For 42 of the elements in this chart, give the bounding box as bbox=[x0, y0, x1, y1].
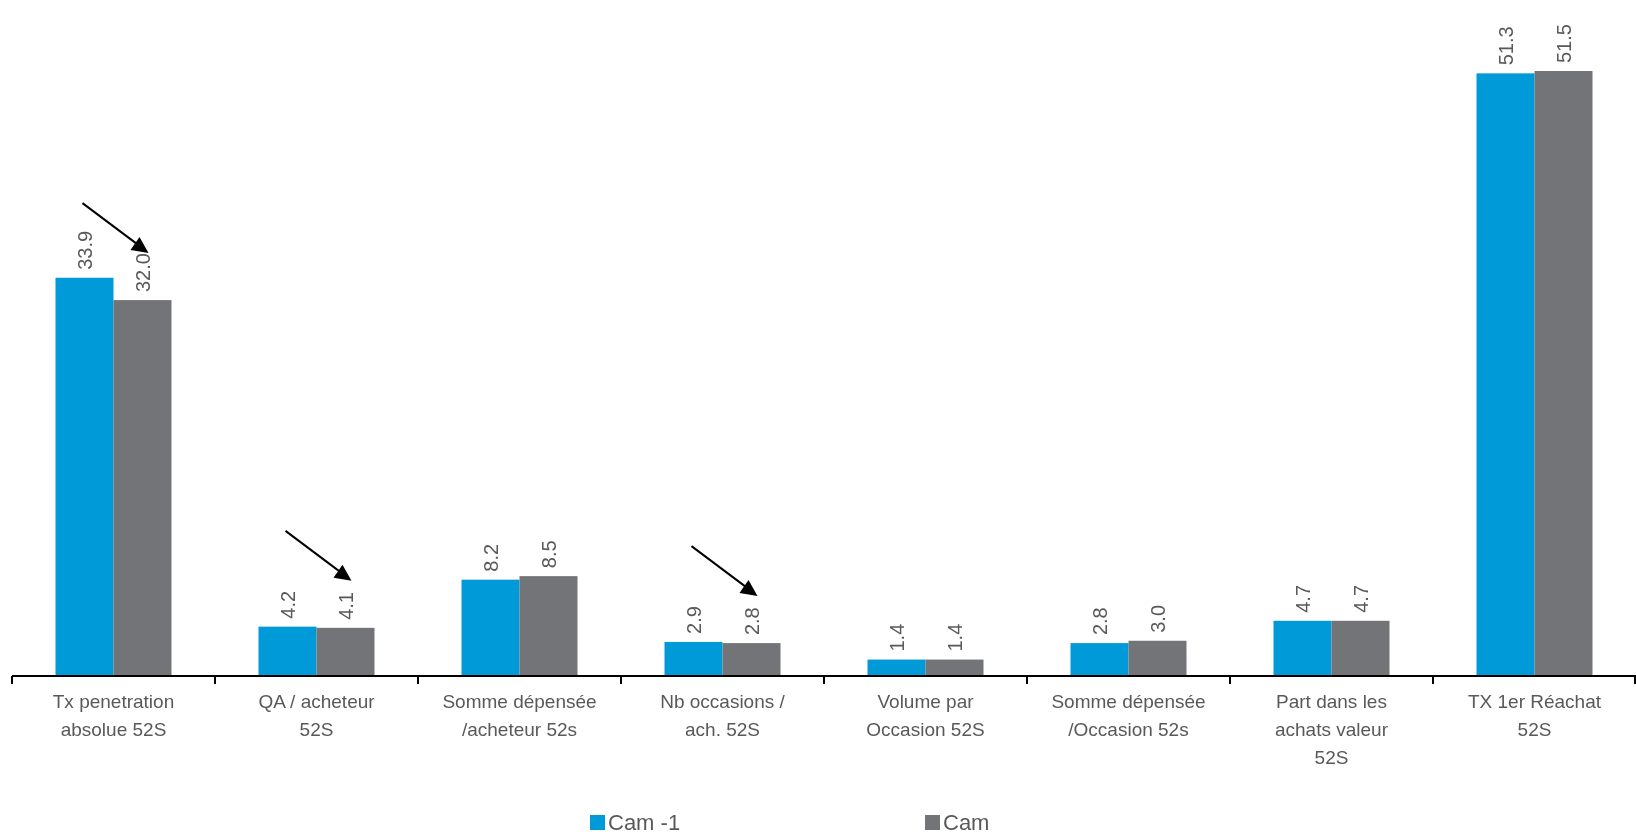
bar bbox=[113, 300, 172, 676]
data-label: 33.9 bbox=[73, 230, 96, 270]
data-label: 1.4 bbox=[885, 623, 908, 652]
bar bbox=[519, 576, 578, 676]
data-label: 3.0 bbox=[1146, 604, 1169, 633]
bar bbox=[1070, 643, 1129, 676]
bar bbox=[722, 643, 781, 676]
data-label: 8.5 bbox=[537, 540, 560, 569]
x-tick-label: Somme dépensée /acheteur 52s bbox=[442, 691, 597, 740]
x-tick-label: Part dans les achats valeur 52S bbox=[1274, 691, 1389, 768]
x-tick-label: Nb occasions / ach. 52S bbox=[660, 691, 786, 740]
x-tick-label: Tx penetration absolue 52S bbox=[52, 691, 175, 740]
bar bbox=[1273, 620, 1332, 676]
data-label: 2.8 bbox=[1088, 607, 1111, 636]
bar bbox=[867, 659, 926, 676]
bar bbox=[1534, 71, 1593, 676]
data-label: 4.1 bbox=[334, 592, 357, 620]
data-label: 4.7 bbox=[1291, 584, 1314, 613]
bar bbox=[1476, 73, 1535, 676]
legend-label: Cam bbox=[943, 810, 990, 834]
bar bbox=[55, 277, 114, 676]
data-label: 8.2 bbox=[479, 543, 502, 572]
x-tick-label: QA / acheteur 52S bbox=[258, 691, 376, 740]
bar bbox=[1128, 640, 1187, 676]
data-label: 2.9 bbox=[682, 606, 705, 634]
data-label: 32.0 bbox=[131, 253, 154, 293]
bar bbox=[461, 579, 520, 676]
data-label: 51.3 bbox=[1494, 26, 1517, 66]
data-label: 4.7 bbox=[1349, 584, 1372, 613]
bar bbox=[258, 626, 317, 676]
bar bbox=[316, 627, 375, 676]
x-tick-label: Volume par Occasion 52S bbox=[866, 691, 985, 740]
data-label: 1.4 bbox=[943, 623, 966, 652]
bar bbox=[925, 659, 984, 676]
data-label: 2.8 bbox=[740, 607, 763, 636]
x-tick-label: Somme dépensée /Occasion 52s bbox=[1051, 691, 1206, 740]
x-tick-label: TX 1er Réachat 52S bbox=[1467, 691, 1602, 740]
data-label: 51.5 bbox=[1552, 24, 1575, 63]
data-label: 4.2 bbox=[276, 590, 299, 619]
bar bbox=[1331, 620, 1390, 676]
legend-label: Cam -1 bbox=[608, 810, 681, 834]
bar bbox=[664, 641, 723, 676]
